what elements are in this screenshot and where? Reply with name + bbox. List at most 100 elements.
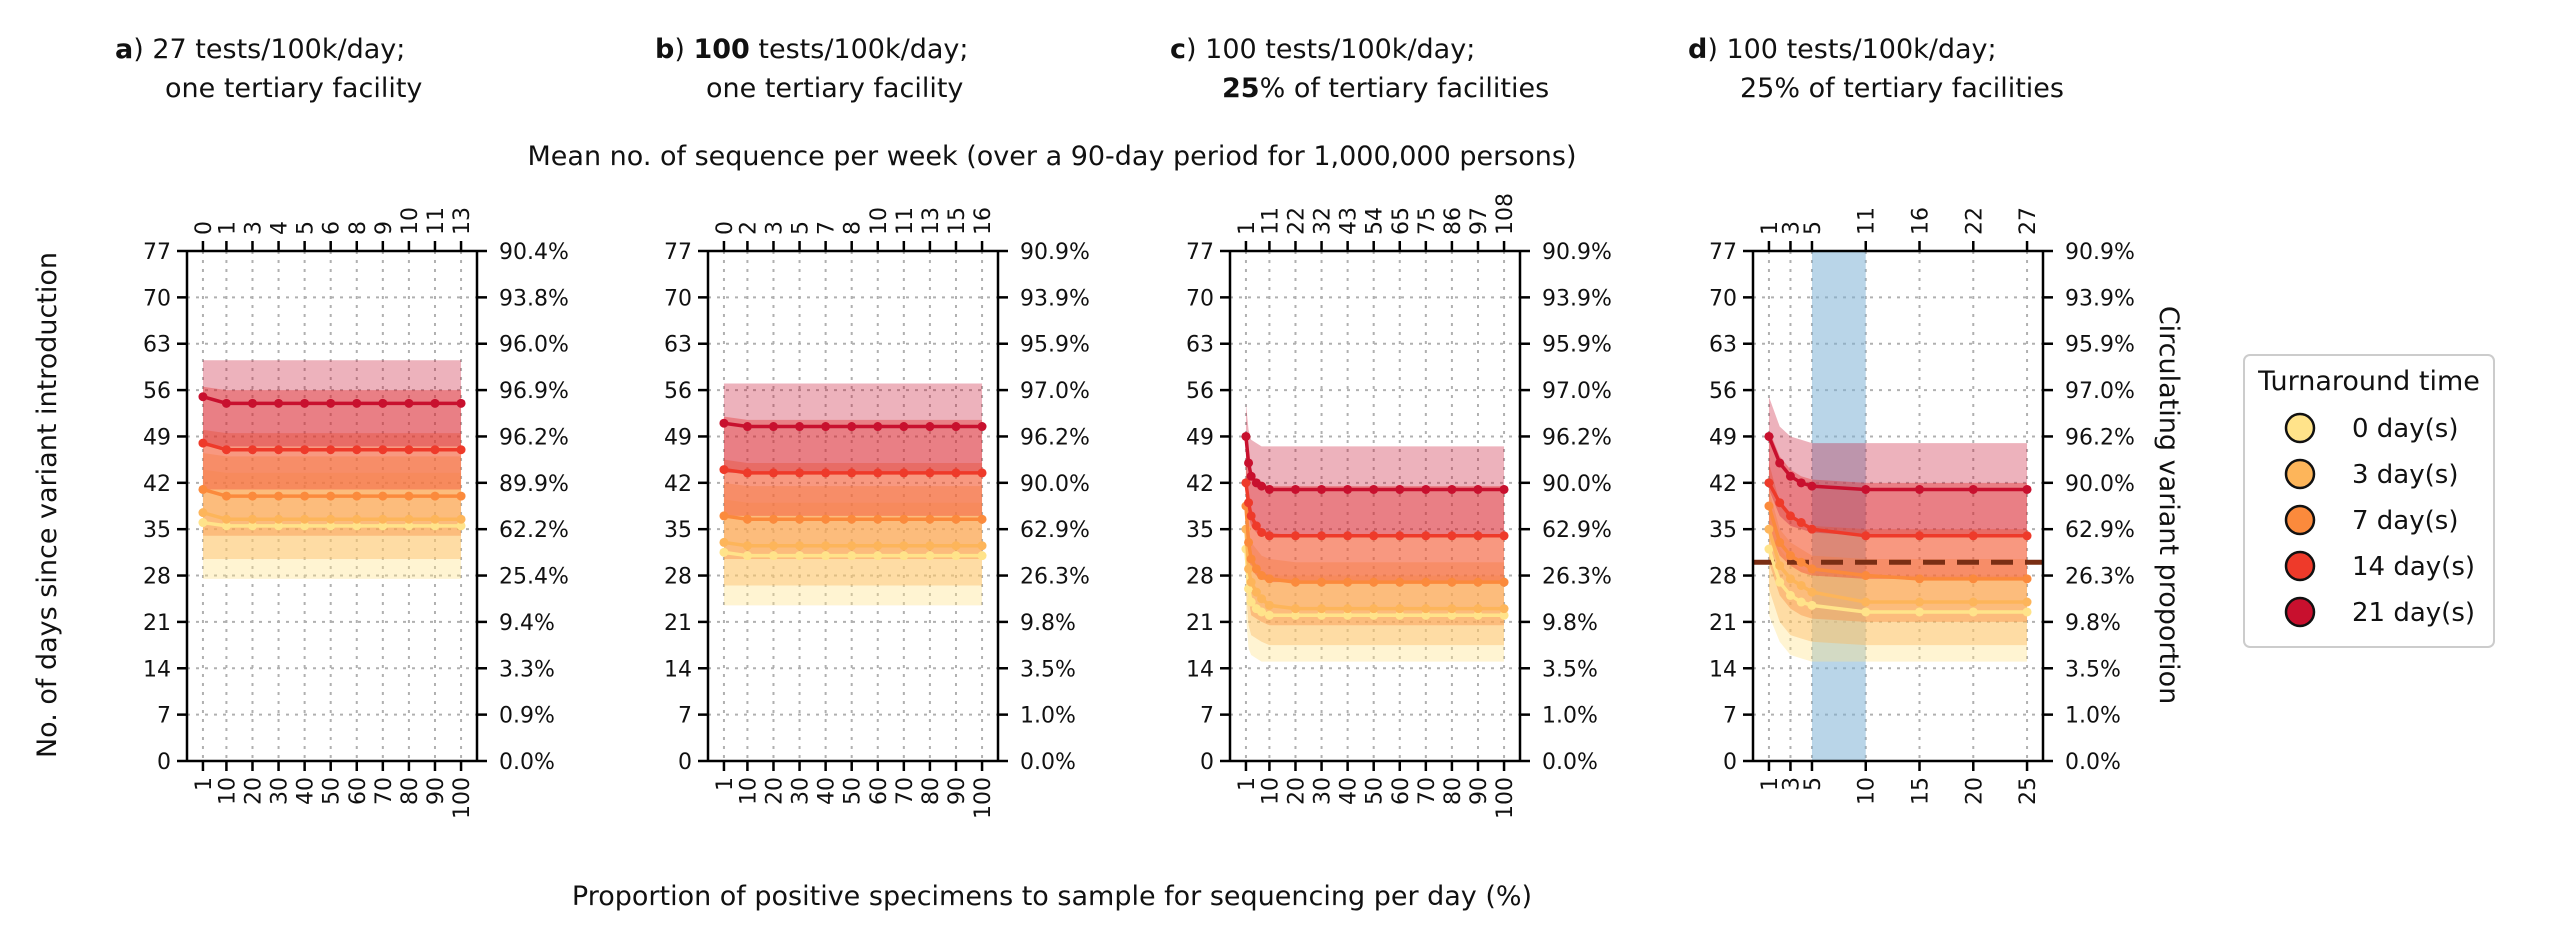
data-point-b-0-10 bbox=[977, 551, 987, 561]
x-tick-label-9: 90 bbox=[945, 777, 970, 805]
right-tick-label-1: 1.0% bbox=[2065, 704, 2121, 729]
x-tick-label-4: 15 bbox=[1909, 777, 1934, 805]
data-point-b-4-9 bbox=[951, 422, 961, 432]
data-point-c-1-2 bbox=[1246, 577, 1256, 587]
x-tick-label-4: 40 bbox=[815, 777, 840, 805]
data-point-c-4-13 bbox=[1473, 484, 1483, 494]
top-tick-label-5: 8 bbox=[841, 221, 866, 235]
x-tick-label-10: 100 bbox=[971, 777, 996, 819]
y-tick-label-63: 63 bbox=[1709, 333, 1737, 358]
data-point-c-3-1 bbox=[1244, 498, 1254, 508]
data-point-c-0-11 bbox=[1421, 610, 1431, 620]
data-point-b-1-10 bbox=[977, 541, 987, 551]
data-point-b-4-2 bbox=[768, 422, 778, 432]
band-b-series-1 bbox=[723, 482, 983, 586]
right-tick-label-9: 96.0% bbox=[499, 333, 569, 358]
data-point-b-2-9 bbox=[951, 514, 961, 524]
data-point-c-4-7 bbox=[1317, 484, 1327, 494]
data-point-c-3-6 bbox=[1290, 531, 1300, 541]
panel-c-title-line1: c) 100 tests/100k/day; bbox=[1170, 34, 1475, 65]
data-point-c-0-8 bbox=[1343, 610, 1353, 620]
top-tick-label-1: 1 bbox=[215, 221, 240, 235]
data-point-c-2-5 bbox=[1264, 574, 1274, 584]
right-tick-label-8: 97.0% bbox=[1542, 379, 1612, 404]
top-tick-label-0: 0 bbox=[713, 221, 738, 235]
data-point-a-1-6 bbox=[352, 514, 362, 524]
top-tick-label-0: 1 bbox=[1235, 221, 1260, 235]
data-point-a-4-1 bbox=[221, 398, 231, 408]
top-tick-label-4: 16 bbox=[1909, 207, 1934, 235]
y-tick-label-28: 28 bbox=[1709, 565, 1737, 590]
band-c-series-1 bbox=[1245, 489, 1505, 646]
band-c-series-2 bbox=[1245, 462, 1505, 626]
data-point-c-0-14 bbox=[1499, 610, 1509, 620]
x-tick-label-0: 1 bbox=[713, 777, 738, 791]
data-point-b-2-6 bbox=[873, 514, 883, 524]
data-point-a-0-8 bbox=[404, 521, 414, 531]
data-point-b-0-4 bbox=[821, 551, 831, 561]
top-tick-label-2: 3 bbox=[762, 221, 787, 235]
y-tick-label-7: 7 bbox=[157, 704, 171, 729]
x-tick-label-10: 100 bbox=[1493, 777, 1518, 819]
x-tick-label-6: 25 bbox=[2016, 777, 2041, 805]
right-tick-label-1: 1.0% bbox=[1020, 704, 1076, 729]
data-point-c-1-1 bbox=[1244, 564, 1254, 574]
top-tick-label-7: 9 bbox=[372, 221, 397, 235]
data-point-b-3-3 bbox=[795, 468, 805, 478]
data-point-a-0-2 bbox=[247, 521, 257, 531]
data-point-b-4-10 bbox=[977, 422, 987, 432]
data-point-a-2-2 bbox=[247, 491, 257, 501]
left-axis-label: No. of days since variant introduction bbox=[32, 252, 63, 758]
y-tick-label-21: 21 bbox=[143, 611, 171, 636]
right-tick-label-8: 97.0% bbox=[2065, 379, 2135, 404]
data-point-c-4-6 bbox=[1290, 484, 1300, 494]
legend-marker-4 bbox=[2284, 596, 2316, 628]
data-point-c-2-1 bbox=[1244, 537, 1254, 547]
x-tick-label-2: 20 bbox=[1284, 777, 1309, 805]
data-point-c-3-4 bbox=[1257, 527, 1267, 537]
y-tick-label-7: 7 bbox=[1200, 704, 1214, 729]
data-point-c-2-11 bbox=[1421, 577, 1431, 587]
data-point-b-3-8 bbox=[925, 468, 935, 478]
data-point-c-3-9 bbox=[1369, 531, 1379, 541]
data-point-c-1-14 bbox=[1499, 604, 1509, 614]
data-point-a-3-1 bbox=[221, 445, 231, 455]
data-point-a-4-7 bbox=[378, 398, 388, 408]
data-point-c-1-7 bbox=[1317, 604, 1327, 614]
right-tick-label-10: 93.9% bbox=[2065, 286, 2135, 311]
y-tick-label-77: 77 bbox=[664, 240, 692, 265]
right-tick-label-5: 62.9% bbox=[1020, 518, 1090, 543]
y-tick-label-35: 35 bbox=[1186, 518, 1214, 543]
data-point-c-4-11 bbox=[1421, 484, 1431, 494]
data-point-b-4-5 bbox=[847, 422, 857, 432]
legend-marker-2 bbox=[2284, 504, 2316, 536]
x-tick-label-8: 80 bbox=[919, 777, 944, 805]
data-point-a-2-3 bbox=[274, 491, 284, 501]
top-tick-label-3: 11 bbox=[1855, 207, 1880, 235]
legend-label-2: 7 day(s) bbox=[2352, 506, 2458, 536]
panel-a-letter: a bbox=[115, 34, 133, 65]
bottom-axis-label: Proportion of positive specimens to samp… bbox=[572, 881, 1532, 912]
panel-d-plot: 07142128354249566370770.0%1.0%3.5%9.8%26… bbox=[1709, 207, 2135, 805]
y-tick-label-7: 7 bbox=[1723, 704, 1737, 729]
y-tick-label-0: 0 bbox=[1723, 750, 1737, 775]
y-tick-label-28: 28 bbox=[143, 565, 171, 590]
data-point-a-0-3 bbox=[274, 521, 284, 531]
top-tick-label-9: 15 bbox=[945, 207, 970, 235]
band-d-series-0 bbox=[1768, 509, 2028, 662]
data-point-b-1-6 bbox=[873, 541, 883, 551]
right-tick-label-1: 1.0% bbox=[1542, 704, 1598, 729]
data-point-b-3-2 bbox=[768, 468, 778, 478]
data-point-b-0-6 bbox=[873, 551, 883, 561]
y-tick-label-63: 63 bbox=[143, 333, 171, 358]
y-tick-label-56: 56 bbox=[1709, 379, 1737, 404]
data-point-c-1-12 bbox=[1447, 604, 1457, 614]
legend: Turnaround time 0 day(s) 3 day(s) 7 day(s)… bbox=[2243, 354, 2495, 648]
data-point-c-4-10 bbox=[1395, 484, 1405, 494]
right-tick-label-1: 0.9% bbox=[499, 704, 555, 729]
right-tick-label-0: 0.0% bbox=[1020, 750, 1076, 775]
data-point-d-1-3 bbox=[1796, 580, 1806, 590]
y-tick-label-21: 21 bbox=[1709, 611, 1737, 636]
right-tick-label-2: 3.5% bbox=[1020, 657, 1076, 682]
